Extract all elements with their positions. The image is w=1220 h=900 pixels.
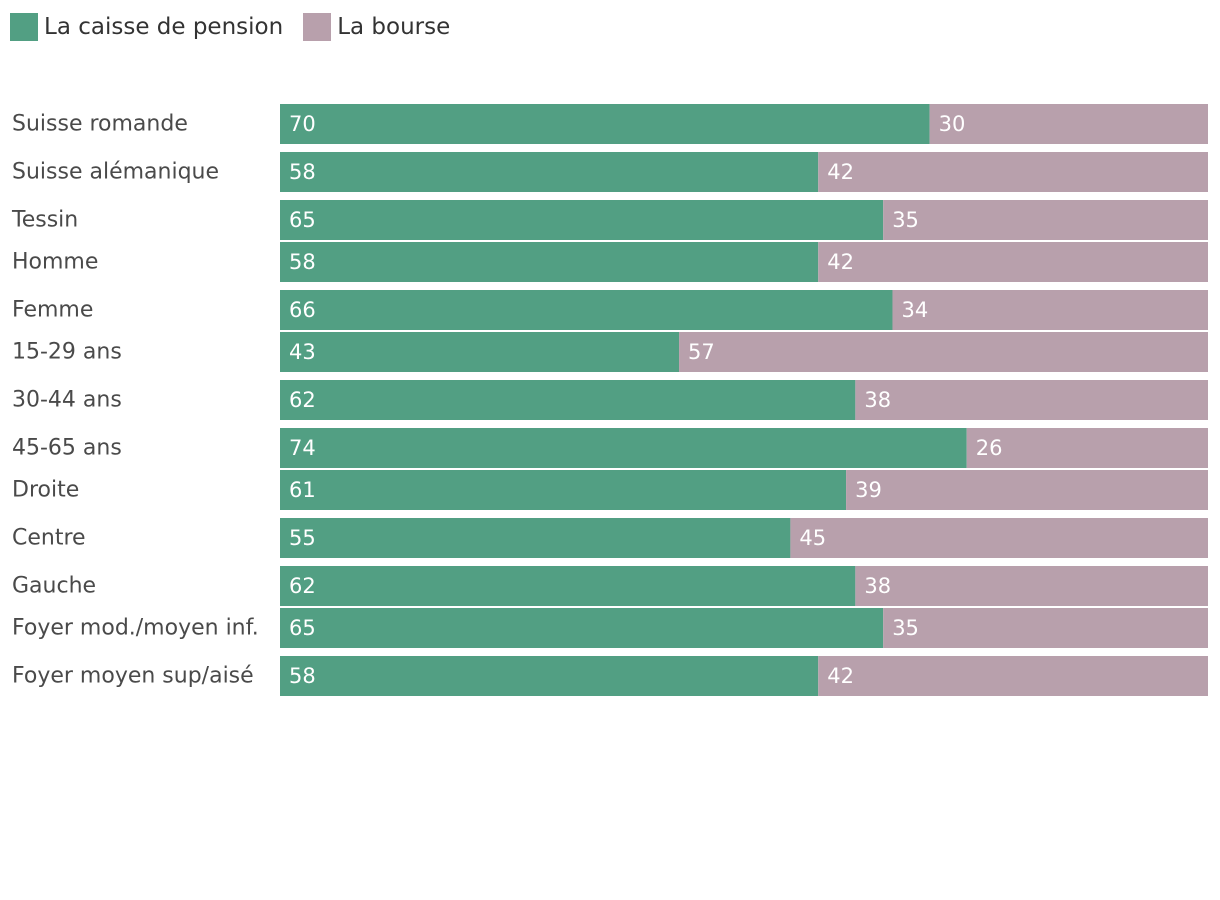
value-label-la-bourse: 42 xyxy=(827,250,854,274)
category-label: Droite xyxy=(12,478,79,503)
bar-row-foyer-mod-moyen-inf: Foyer mod./moyen inf. 65 35 xyxy=(12,608,1208,648)
bar-row-tessin: Tessin 65 35 xyxy=(11,200,1208,240)
bar-segment-la-caisse-de-pension xyxy=(280,518,791,558)
bar-segment-la-caisse-de-pension xyxy=(280,470,847,510)
bar-row-foyer-moyen-sup-aise: Foyer moyen sup/aisé 58 42 xyxy=(12,656,1208,696)
bar-segment-la-bourse xyxy=(855,566,1208,606)
bar-segment-la-bourse xyxy=(966,428,1208,468)
legend-swatch-pension-fund xyxy=(10,13,38,41)
legend-swatch-stock-market xyxy=(303,13,332,41)
bar-segment-la-caisse-de-pension xyxy=(280,428,967,468)
value-label-la-caisse-de-pension: 74 xyxy=(289,436,316,460)
category-label: Homme xyxy=(12,250,98,275)
legend-item-pension-fund: La caisse de pension xyxy=(10,13,283,41)
bar-row-suisse-romande: Suisse romande 70 30 xyxy=(12,104,1208,144)
category-label: Suisse romande xyxy=(12,112,188,137)
bar-row-femme: Femme 66 34 xyxy=(12,290,1208,330)
bar-segment-la-caisse-de-pension xyxy=(280,332,680,372)
category-label: Foyer moyen sup/aisé xyxy=(12,664,254,689)
value-label-la-caisse-de-pension: 61 xyxy=(289,478,316,502)
bar-row-centre: Centre 55 45 xyxy=(12,518,1208,558)
value-label-la-caisse-de-pension: 62 xyxy=(289,388,316,412)
bar-row-droite: Droite 61 39 xyxy=(12,470,1208,510)
bar-segment-la-bourse xyxy=(883,608,1208,648)
bar-segment-la-bourse xyxy=(818,242,1208,282)
value-label-la-caisse-de-pension: 43 xyxy=(289,340,316,364)
bar-segment-la-bourse xyxy=(818,152,1208,192)
value-label-la-caisse-de-pension: 58 xyxy=(289,664,316,688)
bar-row-gauche: Gauche 62 38 xyxy=(12,566,1208,606)
bar-segment-la-caisse-de-pension xyxy=(280,566,856,606)
category-label: Femme xyxy=(12,298,93,323)
bar-segment-la-bourse xyxy=(790,518,1208,558)
bar-row-suisse-alemanique: Suisse alémanique 58 42 xyxy=(12,152,1208,192)
value-label-la-bourse: 39 xyxy=(855,478,882,502)
value-label-la-bourse: 35 xyxy=(892,616,919,640)
bar-segment-la-caisse-de-pension xyxy=(280,152,819,192)
value-label-la-bourse: 38 xyxy=(864,574,891,598)
bar-segment-la-bourse xyxy=(883,200,1208,240)
value-label-la-caisse-de-pension: 65 xyxy=(289,616,316,640)
bar-segment-la-caisse-de-pension xyxy=(280,200,884,240)
legend-label-stock-market: La bourse xyxy=(337,14,451,40)
value-label-la-bourse: 45 xyxy=(799,526,826,550)
value-label-la-bourse: 42 xyxy=(827,664,854,688)
legend-label-pension-fund: La caisse de pension xyxy=(44,14,284,40)
category-label: Centre xyxy=(12,526,86,551)
value-label-la-bourse: 38 xyxy=(864,388,891,412)
bar-segment-la-caisse-de-pension xyxy=(280,104,930,144)
value-label-la-caisse-de-pension: 70 xyxy=(289,112,316,136)
bar-segment-la-bourse xyxy=(855,380,1208,420)
chart-legend: La caisse de pension La bourse xyxy=(10,12,470,42)
value-label-la-caisse-de-pension: 62 xyxy=(289,574,316,598)
bar-segment-la-bourse xyxy=(818,656,1208,696)
bar-row-45-65-ans: 45-65 ans 74 26 xyxy=(12,428,1208,468)
value-label-la-caisse-de-pension: 55 xyxy=(289,526,316,550)
value-label-la-caisse-de-pension: 58 xyxy=(289,250,316,274)
category-label: Tessin xyxy=(11,208,78,233)
value-label-la-bourse: 35 xyxy=(892,208,919,232)
value-label-la-caisse-de-pension: 66 xyxy=(289,298,316,322)
bar-row-homme: Homme 58 42 xyxy=(12,242,1208,282)
category-label: Foyer mod./moyen inf. xyxy=(12,616,259,641)
value-label-la-bourse: 42 xyxy=(827,160,854,184)
value-label-la-caisse-de-pension: 58 xyxy=(289,160,316,184)
bar-segment-la-caisse-de-pension xyxy=(280,656,819,696)
bar-segment-la-caisse-de-pension xyxy=(280,290,893,330)
value-label-la-bourse: 26 xyxy=(976,436,1003,460)
bar-segment-la-caisse-de-pension xyxy=(280,380,856,420)
bar-row-15-29-ans: 15-29 ans 43 57 xyxy=(12,332,1208,372)
bar-segment-la-caisse-de-pension xyxy=(280,242,819,282)
category-label: 15-29 ans xyxy=(12,340,122,365)
bar-row-30-44-ans: 30-44 ans 62 38 xyxy=(12,380,1208,420)
category-label: 30-44 ans xyxy=(12,388,122,413)
bar-segment-la-bourse xyxy=(892,290,1208,330)
value-label-la-caisse-de-pension: 65 xyxy=(289,208,316,232)
bar-segment-la-caisse-de-pension xyxy=(280,608,884,648)
value-label-la-bourse: 34 xyxy=(901,298,928,322)
category-label: Gauche xyxy=(12,574,96,599)
bar-segment-la-bourse xyxy=(929,104,1208,144)
bar-segment-la-bourse xyxy=(679,332,1208,372)
value-label-la-bourse: 30 xyxy=(939,112,966,136)
bar-segment-la-bourse xyxy=(846,470,1208,510)
value-label-la-bourse: 57 xyxy=(688,340,715,364)
category-label: Suisse alémanique xyxy=(12,160,219,185)
category-label: 45-65 ans xyxy=(12,436,122,461)
legend-item-stock-market: La bourse xyxy=(303,13,450,41)
